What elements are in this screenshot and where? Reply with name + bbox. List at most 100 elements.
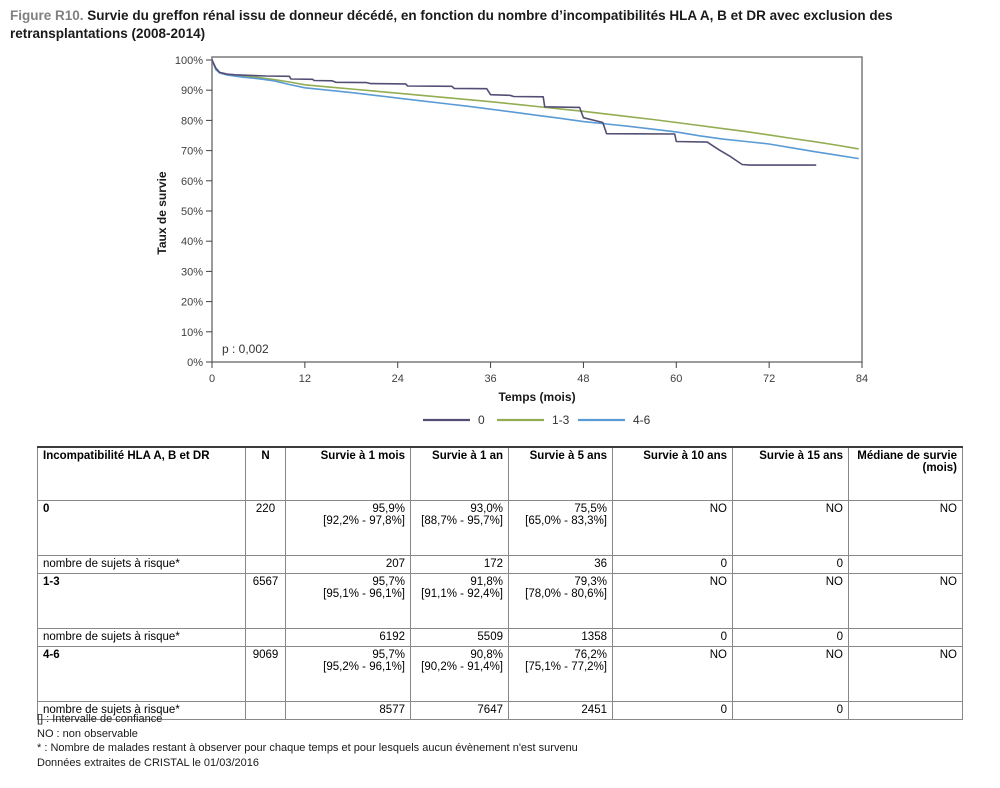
table-cell: 172 (410, 555, 509, 574)
figure-title: Figure R10. Survie du greffon rénal issu… (10, 7, 960, 43)
y-tick-label: 90% (181, 85, 203, 97)
table-cell (245, 628, 286, 647)
x-tick-label: 84 (856, 373, 868, 385)
table-cell: 0 (732, 555, 849, 574)
column-header: Médiane de survie (mois) (848, 446, 963, 501)
table-cell: 95,9% [92,2% - 97,8%] (285, 500, 411, 556)
x-tick-label: 24 (392, 373, 404, 385)
table-cell: 4-6 (37, 646, 246, 702)
table-row-group: 0 220 95,9% [92,2% - 97,8%] 93,0% [88,7% - … (37, 500, 963, 556)
table-row-risk: nombre de sujets à risque* 207 172 36 0 0 (37, 555, 963, 574)
table-cell: 207 (285, 555, 411, 574)
column-header: Survie à 10 ans (612, 446, 733, 501)
table-header-row: Incompatibilité HLA A, B et DR N Survie à … (37, 446, 963, 501)
y-axis-title: Taux de survie (155, 171, 169, 254)
legend-label-0: 0 (478, 413, 485, 427)
table-cell: 91,8% [91,1% - 92,4%] (410, 573, 509, 629)
table-cell: 6192 (285, 628, 411, 647)
column-header: Survie à 1 an (410, 446, 509, 501)
table-cell: 75,5% [65,0% - 83,3%] (508, 500, 613, 556)
table-cell: nombre de sujets à risque* (37, 628, 246, 647)
table-row-group: 4-6 9069 95,7% [95,2% - 96,1%] 90,8% [90,2%… (37, 646, 963, 702)
y-tick-label: 70% (181, 146, 203, 158)
table-row-risk: nombre de sujets à risque* 8577 7647 2451 0 0 (37, 701, 963, 720)
table-cell: NO (612, 573, 733, 629)
table-cell: 9069 (245, 646, 286, 702)
table-cell: NO (848, 500, 963, 556)
y-axis-ticks: 0% 10% 20% 30% 40% 50% 60% 70% 80% 90% 100% (175, 55, 212, 369)
y-tick-label: 10% (181, 327, 203, 339)
table-cell: 36 (508, 555, 613, 574)
table-cell: 90,8% [90,2% - 91,4%] (410, 646, 509, 702)
table-cell: NO (848, 573, 963, 629)
column-header: Survie à 1 mois (285, 446, 411, 501)
results-table: Incompatibilité HLA A, B et DR N Survie à … (37, 446, 963, 720)
table-cell: 220 (245, 500, 286, 556)
table-cell: 5509 (410, 628, 509, 647)
table-cell: 0 (612, 701, 733, 720)
table-cell: NO (732, 646, 849, 702)
table-cell: NO (732, 573, 849, 629)
column-header: Incompatibilité HLA A, B et DR (37, 446, 246, 501)
table-cell: 1-3 (37, 573, 246, 629)
column-header: Survie à 15 ans (732, 446, 849, 501)
figure-title-text: Survie du greffon rénal issu de donneur … (10, 8, 893, 41)
table-cell: 8577 (285, 701, 411, 720)
figure-label: Figure R10. (10, 8, 84, 23)
table-cell: 6567 (245, 573, 286, 629)
table-cell: 95,7% [95,1% - 96,1%] (285, 573, 411, 629)
survival-curve-1-3 (211, 59, 859, 150)
table-cell (848, 628, 963, 647)
y-tick-label: 50% (181, 206, 203, 218)
table-cell (848, 701, 963, 720)
footnote-ci: [] : Intervalle de confiance (37, 713, 163, 725)
plot-frame (211, 56, 863, 363)
p-value-annotation: p : 0,002 (222, 342, 269, 356)
y-tick-label: 100% (175, 55, 203, 67)
x-tick-label: 36 (484, 373, 496, 385)
footnote-risk: * : Nombre de malades restant à observer… (37, 742, 578, 754)
y-tick-label: 40% (181, 236, 203, 248)
x-axis-title: Temps (mois) (498, 390, 575, 404)
column-header: Survie à 5 ans (508, 446, 613, 501)
table-cell: 7647 (410, 701, 509, 720)
table-cell: 0 (612, 555, 733, 574)
table-cell: 2451 (508, 701, 613, 720)
legend-label-1-3: 1-3 (552, 413, 570, 427)
x-axis-ticks: 0 12 24 36 48 60 72 84 (209, 362, 868, 385)
column-header: N (245, 446, 286, 501)
table-cell: NO (612, 500, 733, 556)
chart-legend: 0 1-3 4-6 (423, 413, 651, 427)
table-cell: nombre de sujets à risque* (37, 555, 246, 574)
survival-chart: 0% 10% 20% 30% 40% 50% 60% 70% 80% 90% 100% 0 12 24 36… (0, 44, 1000, 436)
survival-chart-svg: 0% 10% 20% 30% 40% 50% 60% 70% 80% 90% 100% 0 12 24 36… (155, 55, 868, 427)
x-tick-label: 48 (577, 373, 589, 385)
table-cell: 1358 (508, 628, 613, 647)
table-cell: 76,2% [75,1% - 77,2%] (508, 646, 613, 702)
table-cell: NO (732, 500, 849, 556)
results-table-wrap: Incompatibilité HLA A, B et DR N Survie à … (37, 446, 963, 720)
table-cell: nombre de sujets à risque* (37, 701, 246, 720)
y-tick-label: 80% (181, 115, 203, 127)
survival-curve-4-6 (211, 59, 859, 160)
table-cell: 0 (732, 701, 849, 720)
footnote-no: NO : non observable (37, 727, 138, 740)
table-cell: 79,3% [78,0% - 80,6%] (508, 573, 613, 629)
x-tick-label: 72 (763, 373, 775, 385)
x-tick-label: 12 (299, 373, 311, 385)
x-tick-label: 0 (209, 373, 215, 385)
y-tick-label: 60% (181, 176, 203, 188)
table-cell (848, 555, 963, 574)
footnote-source: Données extraites de CRISTAL le 01/03/20… (37, 756, 259, 769)
table-cell: NO (612, 646, 733, 702)
table-cell: 0 (612, 628, 733, 647)
table-row-group: 1-3 6567 95,7% [95,1% - 96,1%] 91,8% [91,1%… (37, 573, 963, 629)
y-tick-label: 30% (181, 266, 203, 278)
table-cell: 0 (37, 500, 246, 556)
table-row-risk: nombre de sujets à risque* 6192 5509 1358 0 0 (37, 628, 963, 647)
legend-label-4-6: 4-6 (633, 413, 651, 427)
table-cell: 93,0% [88,7% - 95,7%] (410, 500, 509, 556)
table-cell: NO (848, 646, 963, 702)
footnotes: [] : Intervalle de confiance NO : non ob… (37, 712, 578, 770)
